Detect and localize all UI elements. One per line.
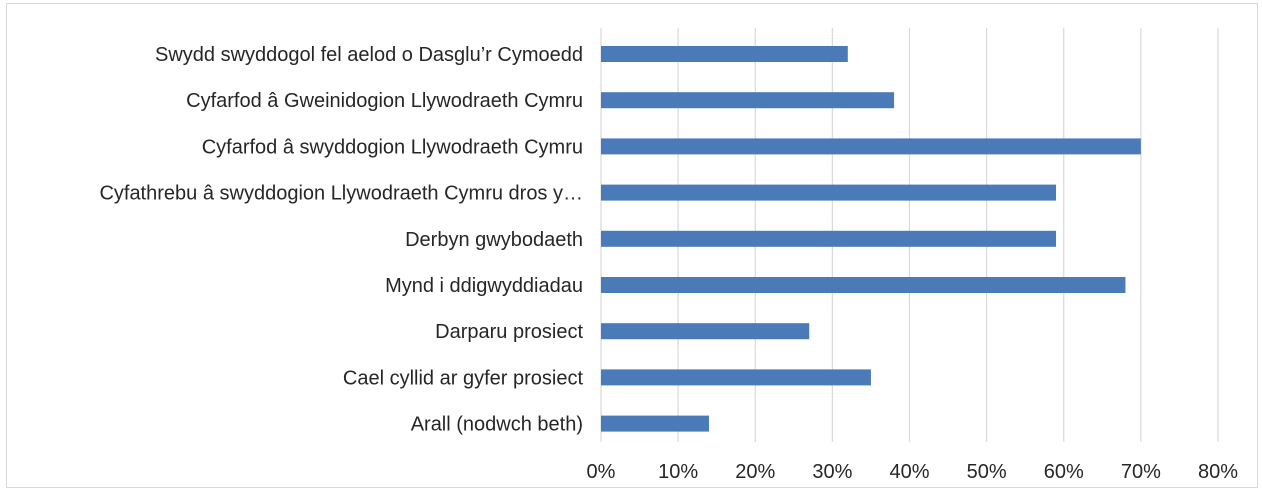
category-label: Cyfathrebu â swyddogion Llywodraeth Cymr… [99, 183, 583, 205]
x-tick-label: 0% [587, 461, 616, 483]
category-label: Darparu prosiect [435, 321, 583, 343]
x-tick-label: 80% [1198, 461, 1238, 483]
category-label: Mynd i ddigwyddiadau [385, 275, 583, 297]
bar [601, 277, 1126, 293]
category-label: Cael cyllid ar gyfer prosiect [343, 367, 584, 389]
bar [601, 92, 895, 109]
x-tick-label: 70% [1121, 461, 1161, 483]
bar [601, 184, 1057, 201]
bar [601, 369, 871, 386]
bar [601, 415, 709, 432]
category-label: Swydd swyddogol fel aelod o Dasglu’r Cym… [155, 44, 583, 66]
bars [601, 46, 1141, 432]
x-tick-labels: 0% 10% 20% 30% 40% 50% 60% 70% 80% [587, 461, 1239, 483]
x-tick-label: 50% [967, 461, 1007, 483]
x-tick-label: 30% [812, 461, 852, 483]
x-tick-label: 10% [658, 461, 698, 483]
bar [601, 230, 1057, 247]
bar [601, 138, 1141, 155]
bar [601, 46, 848, 62]
x-tick-label: 60% [1044, 461, 1084, 483]
category-label: Cyfarfod â swyddogion Llywodraeth Cymru [202, 136, 583, 158]
x-tick-label: 20% [735, 461, 775, 483]
bar [601, 323, 810, 340]
x-tick-label: 40% [889, 461, 929, 483]
category-label: Arall (nodwch beth) [411, 414, 583, 436]
category-labels: Swydd swyddogol fel aelod o Dasglu’r Cym… [99, 44, 583, 436]
category-label: Derbyn gwybodaeth [405, 229, 583, 251]
category-label: Cyfarfod â Gweinidogion Llywodraeth Cymr… [186, 90, 583, 112]
